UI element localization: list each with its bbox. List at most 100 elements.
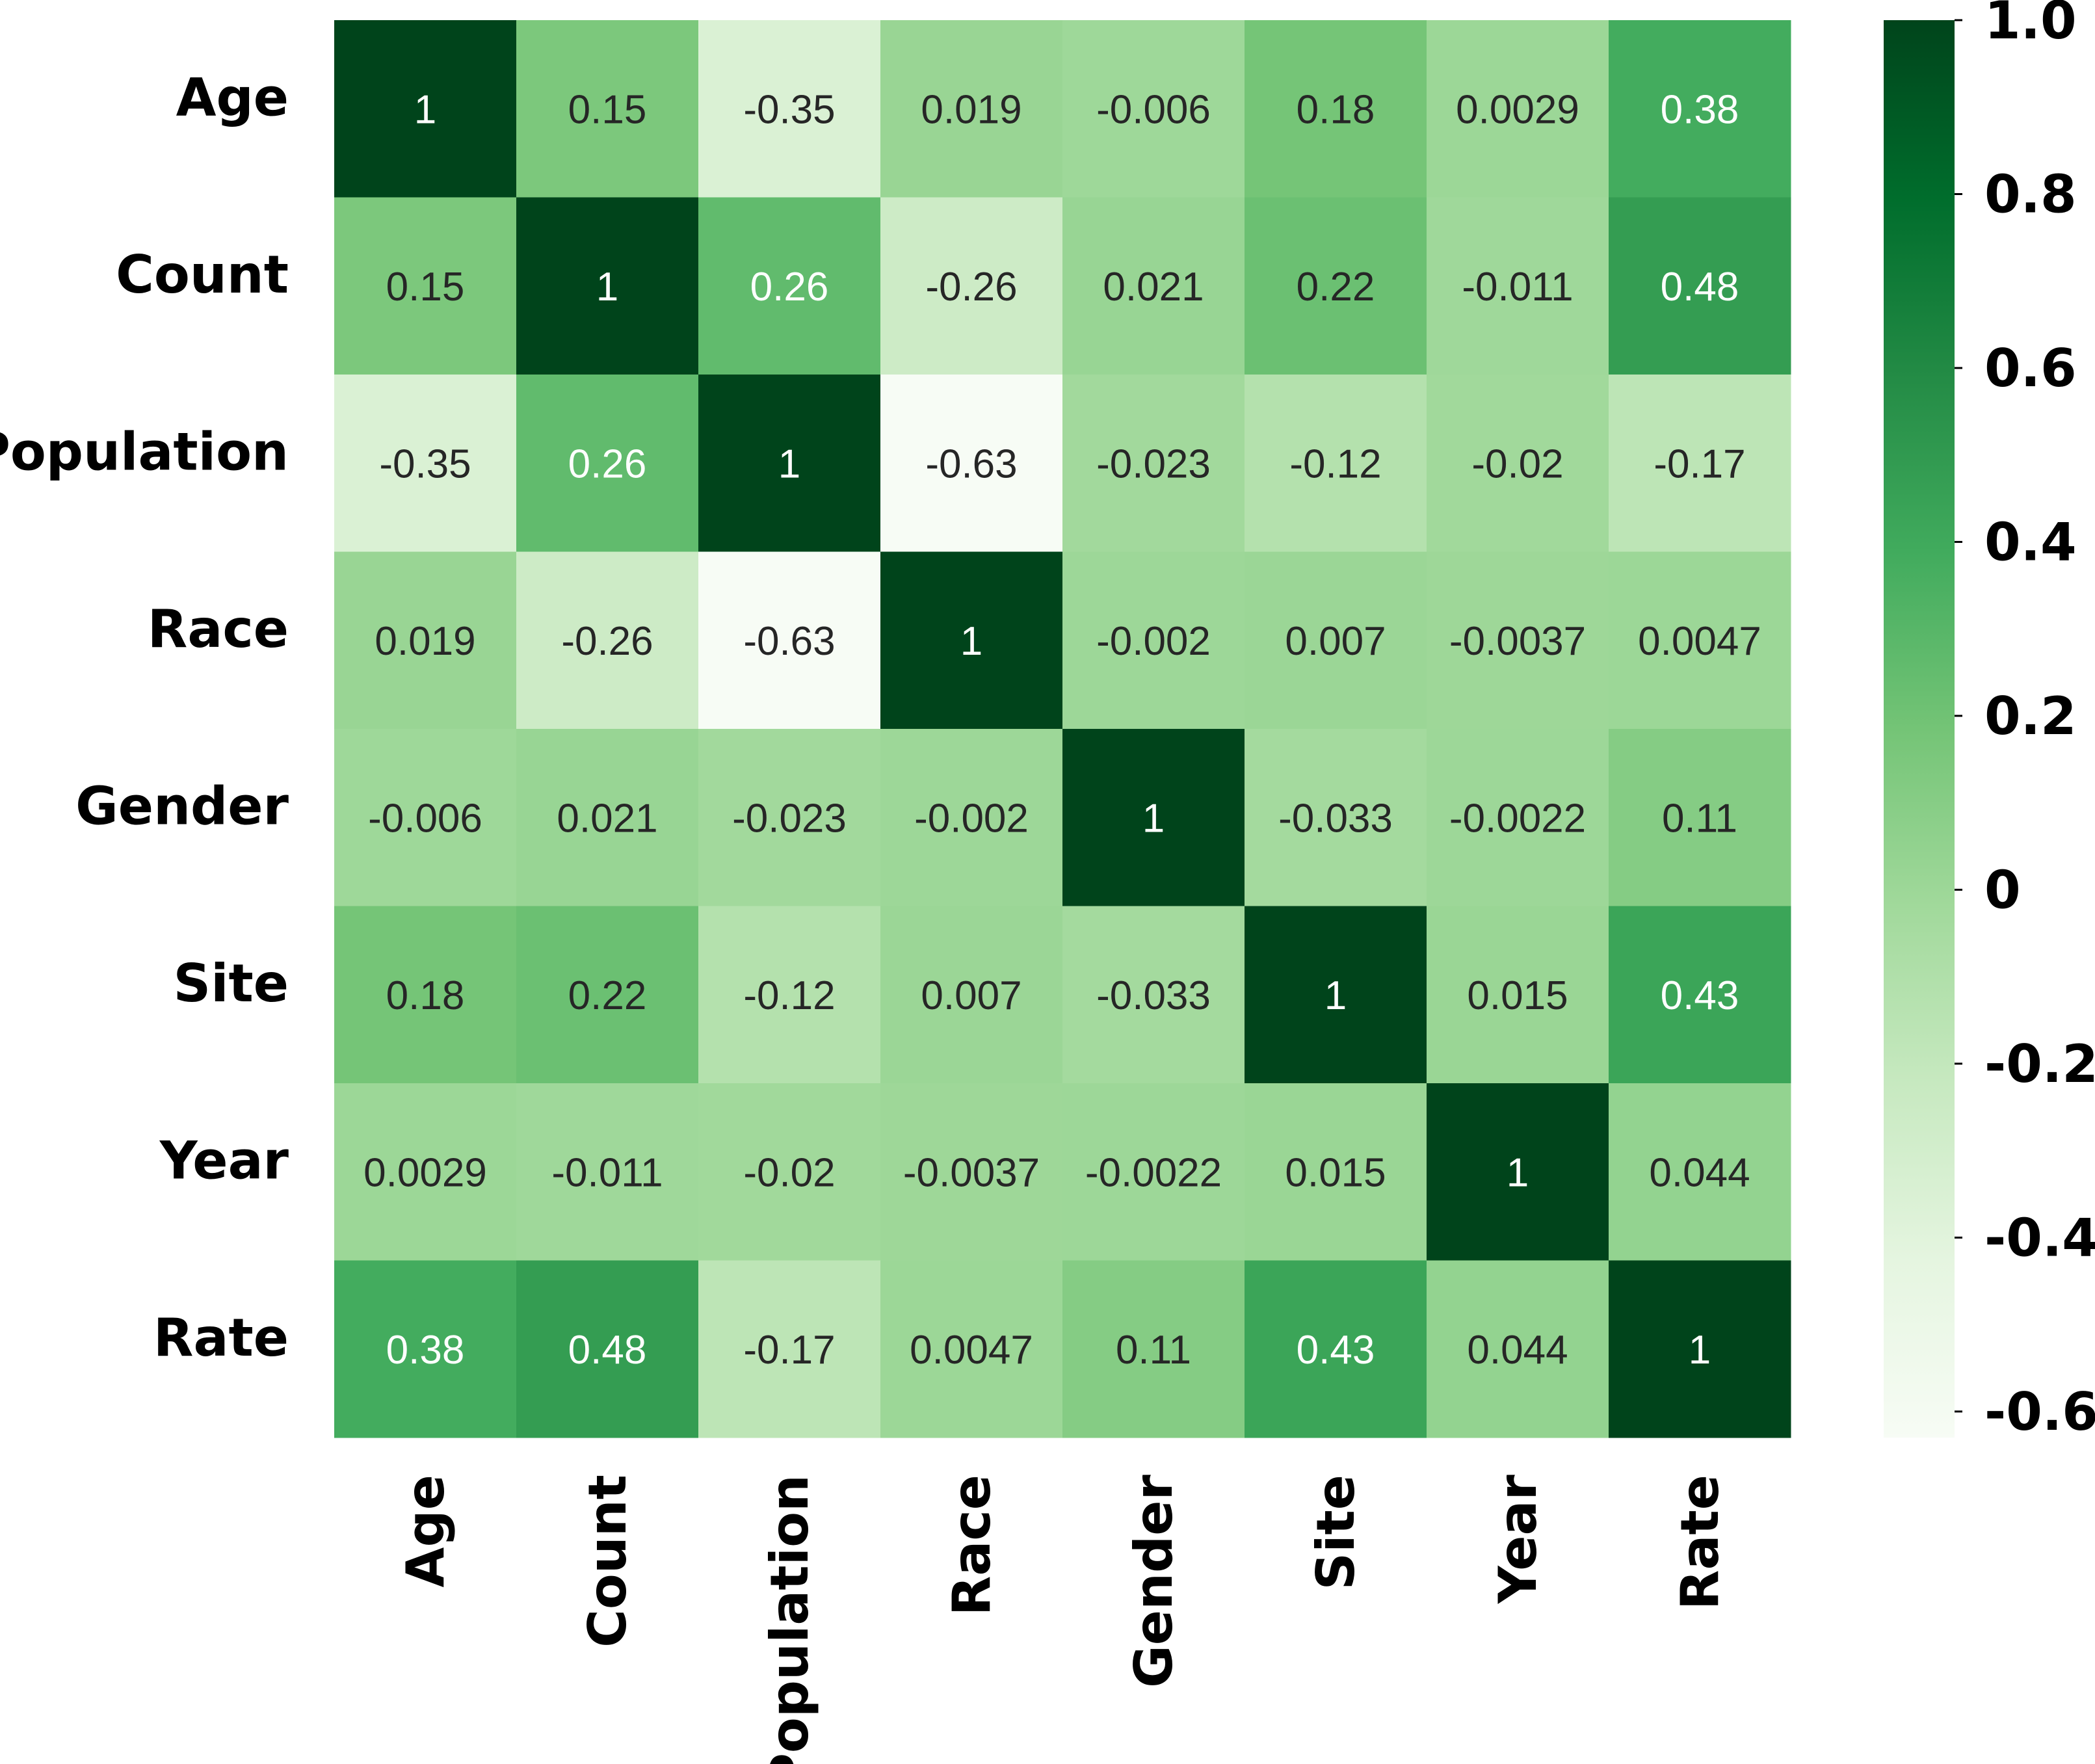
- heatmap-cell: [880, 375, 1063, 552]
- heatmap-cell: [880, 551, 1063, 730]
- cell-annotation: 0.48: [1661, 265, 1739, 309]
- heatmap-cell: [1245, 197, 1427, 375]
- heatmap-cell: [1062, 1083, 1245, 1261]
- heatmap-cell: [698, 729, 881, 906]
- cell-annotation: 1: [1142, 796, 1165, 841]
- cell-annotation: -0.02: [1471, 441, 1563, 486]
- cell-annotation: -0.12: [1289, 441, 1381, 486]
- colorbar-gradient: [1884, 20, 1955, 1438]
- x-tick-label: Count: [577, 1475, 638, 1648]
- heatmap-cell: [1427, 551, 1609, 730]
- colorbar: 1.0 0.8 0.6 0.4 0.2 0 -0.2 -0.4 -0.6: [1884, 0, 2095, 1442]
- cell-annotation: 0.43: [1297, 1328, 1375, 1373]
- cell-annotation: 0.007: [1285, 619, 1386, 664]
- heatmap-cell: [334, 1260, 517, 1438]
- cell-annotation: 0.38: [1661, 87, 1739, 132]
- cell-annotation: -0.002: [914, 796, 1029, 841]
- cell-annotation: 0.26: [568, 441, 647, 486]
- cell-annotation: 0.021: [557, 796, 657, 841]
- heatmap-cell: [1245, 20, 1427, 198]
- heatmap-cell: [1609, 906, 1791, 1084]
- heatmap-cell: [1062, 1260, 1245, 1438]
- heatmap-cell: [334, 1083, 517, 1261]
- heatmap-cell: [698, 551, 881, 730]
- x-axis-labels: Age Count Population Race Gender Site Year Rate: [395, 1474, 1730, 1764]
- cell-annotation: -0.033: [1278, 796, 1393, 841]
- x-tick-label: Year: [1488, 1474, 1548, 1604]
- cell-annotation: -0.0037: [1449, 619, 1586, 664]
- heatmap-cell: [1245, 375, 1427, 552]
- cell-annotation: -0.0022: [1449, 796, 1586, 841]
- heatmap-cell: [1062, 20, 1245, 198]
- cell-annotation: -0.17: [743, 1328, 835, 1373]
- heatmap-cell: [516, 1260, 699, 1438]
- heatmap-cell: [880, 906, 1063, 1084]
- cell-annotation: -0.26: [925, 265, 1017, 309]
- cell-annotation: 0.0047: [1638, 619, 1761, 664]
- heatmap-cell: [698, 197, 881, 375]
- heatmap-cell: [1609, 375, 1791, 552]
- cell-annotation: 0.0047: [910, 1328, 1033, 1373]
- cell-annotation: -0.35: [379, 441, 471, 486]
- heatmap-cells: 1 0.15 -0.35 0.019 -0.006 0.18 0.0029 0.38 0.15 1…: [334, 20, 1791, 1438]
- y-tick-label: Race: [148, 599, 289, 659]
- y-tick-label: Year: [159, 1130, 289, 1191]
- heatmap-cell: [1427, 197, 1609, 375]
- cell-annotation: 0.0029: [1456, 87, 1579, 132]
- heatmap-cell: [334, 375, 517, 552]
- cell-annotation: 0.021: [1103, 265, 1204, 309]
- colorbar-tick-label: 0.8: [1984, 164, 2077, 224]
- heatmap-cell: [1245, 1083, 1427, 1261]
- heatmap-cell: [334, 729, 517, 906]
- x-tick-label: Age: [395, 1475, 456, 1587]
- heatmap-cell: [880, 1083, 1063, 1261]
- heatmap-cell: [698, 1260, 881, 1438]
- cell-annotation: -0.023: [732, 796, 847, 841]
- heatmap-cell: [698, 906, 881, 1084]
- cell-annotation: 1: [1324, 973, 1347, 1018]
- colorbar-tick-label: -0.4: [1984, 1207, 2095, 1268]
- cell-annotation: 0.22: [1297, 265, 1375, 309]
- heatmap-cell: [1427, 20, 1609, 198]
- cell-annotation: -0.35: [743, 87, 835, 132]
- cell-annotation: 0.015: [1285, 1150, 1386, 1195]
- cell-annotation: -0.26: [561, 619, 653, 664]
- y-tick-label: Rate: [153, 1308, 289, 1368]
- cell-annotation: 0.38: [386, 1328, 465, 1373]
- heatmap-cell: [1062, 197, 1245, 375]
- heatmap-cell: [1062, 551, 1245, 730]
- x-tick-label: Race: [942, 1475, 1002, 1616]
- heatmap-cell: [1245, 906, 1427, 1084]
- colorbar-tick-label: 0.6: [1984, 338, 2077, 399]
- cell-annotation: 0.26: [750, 265, 829, 309]
- y-tick-label: Site: [173, 953, 289, 1014]
- heatmap-cell: [1245, 729, 1427, 906]
- cell-annotation: -0.0022: [1085, 1150, 1222, 1195]
- colorbar-tick-label: 0: [1984, 860, 2021, 920]
- cell-annotation: 0.11: [1662, 796, 1737, 841]
- colorbar-tick-label: 1.0: [1984, 0, 2077, 51]
- cell-annotation: -0.023: [1096, 441, 1211, 486]
- heatmap-cell: [880, 1260, 1063, 1438]
- cell-annotation: 0.18: [386, 973, 465, 1018]
- heatmap-cell: [516, 375, 699, 552]
- cell-annotation: 1: [960, 619, 982, 664]
- heatmap-cell: [516, 20, 699, 198]
- cell-annotation: 0.48: [568, 1328, 647, 1373]
- cell-annotation: -0.033: [1096, 973, 1211, 1018]
- heatmap-cell: [334, 197, 517, 375]
- heatmap-cell: [1245, 1260, 1427, 1438]
- colorbar-tick-label: 0.4: [1984, 512, 2077, 572]
- cell-annotation: -0.63: [925, 441, 1017, 486]
- heatmap-cell: [516, 197, 699, 375]
- x-tick-label: Rate: [1670, 1475, 1730, 1610]
- colorbar-tick-label: -0.6: [1984, 1382, 2095, 1442]
- x-tick-label: Gender: [1124, 1474, 1184, 1687]
- cell-annotation: 0.019: [375, 619, 475, 664]
- heatmap-cell: [880, 197, 1063, 375]
- y-axis-labels: Age Count Population Race Gender Site Year Rate: [0, 67, 289, 1368]
- heatmap-cell: [1427, 1083, 1609, 1261]
- heatmap-cell: [516, 551, 699, 730]
- heatmap-cell: [334, 906, 517, 1084]
- cell-annotation: 1: [414, 87, 436, 132]
